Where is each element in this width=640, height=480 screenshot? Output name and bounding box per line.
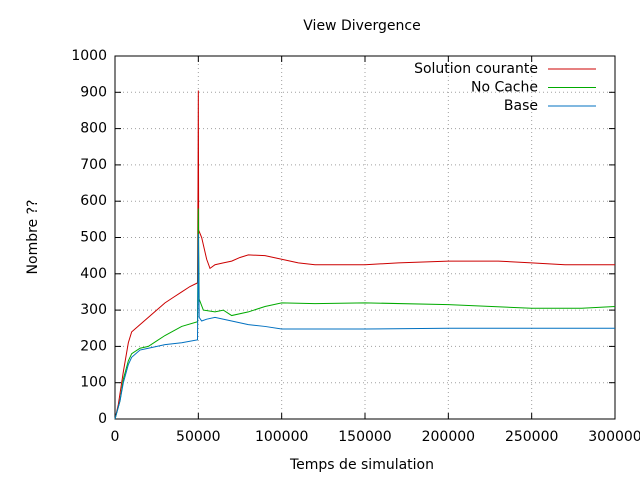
plot-border [114,55,616,420]
x-axis-label: Temps de simulation [289,457,434,473]
x-tick-label: 150000 [338,429,391,445]
series-line [114,233,615,420]
legend-label: Base [504,98,538,114]
y-axis-label: Nombre ?? [25,200,41,275]
x-tick-label: 100000 [255,429,308,445]
legend-label: No Cache [471,80,538,96]
y-tick-label: 200 [80,338,107,354]
y-tick-label: 700 [80,157,107,173]
x-tick-label: 0 [111,429,120,445]
legend-label: Solution courante [414,61,538,77]
x-tick-label: 200000 [422,429,475,445]
y-tick-label: 1000 [71,48,107,64]
x-tick-label: 250000 [505,429,558,445]
y-tick-label: 0 [98,411,107,427]
x-tick-label: 300000 [588,429,640,445]
y-tick-label: 600 [80,193,107,209]
y-tick-label: 300 [80,302,107,318]
y-tick-label: 400 [80,266,107,282]
y-tick-label: 100 [80,375,107,391]
y-tick-label: 500 [80,230,107,246]
y-tick-label: 800 [80,121,107,137]
series-line [114,90,615,420]
chart-title: View Divergence [303,18,420,34]
x-tick-label: 50000 [176,429,221,445]
y-tick-label: 900 [80,84,107,100]
